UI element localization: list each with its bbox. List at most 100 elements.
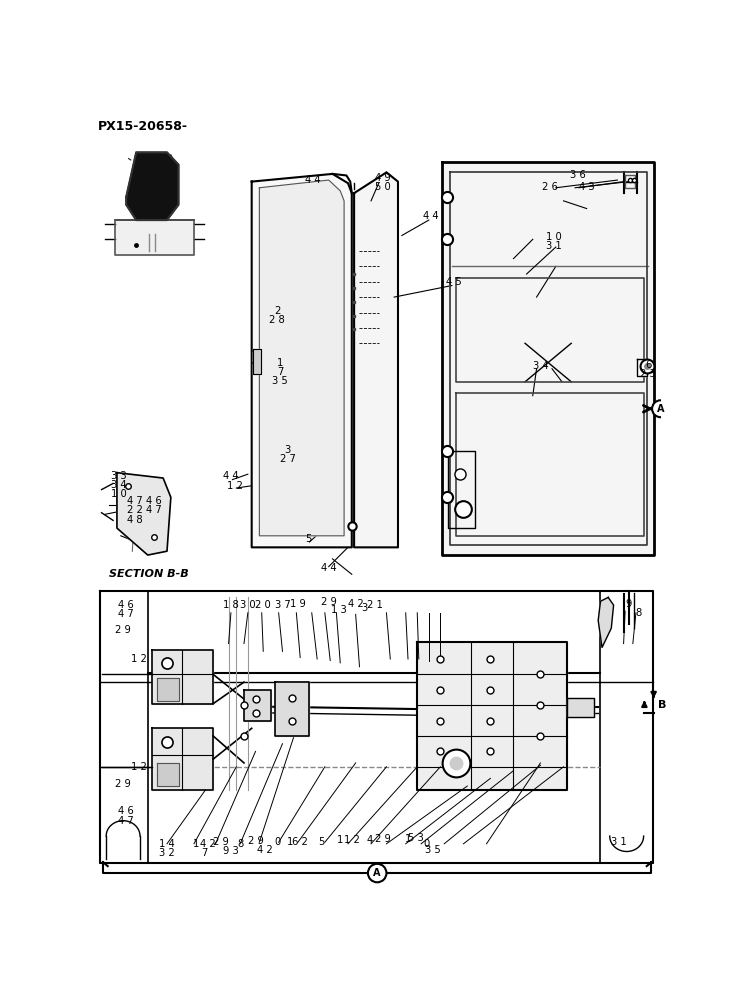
Text: 2 7: 2 7 bbox=[280, 454, 296, 464]
Text: 4 3: 4 3 bbox=[578, 182, 595, 192]
Polygon shape bbox=[252, 174, 352, 547]
Text: 1 2: 1 2 bbox=[344, 835, 360, 845]
Text: 2 9: 2 9 bbox=[115, 625, 131, 635]
Text: 9: 9 bbox=[626, 599, 632, 609]
Text: 4 6: 4 6 bbox=[146, 496, 162, 506]
Text: 4 5: 4 5 bbox=[446, 277, 462, 287]
Circle shape bbox=[652, 400, 669, 417]
Polygon shape bbox=[442, 162, 654, 555]
Polygon shape bbox=[598, 597, 614, 647]
Polygon shape bbox=[259, 180, 344, 536]
Polygon shape bbox=[417, 642, 567, 790]
Circle shape bbox=[368, 864, 386, 882]
Text: 6: 6 bbox=[645, 360, 651, 370]
Text: 5 3: 5 3 bbox=[408, 833, 424, 843]
Text: 6 2: 6 2 bbox=[292, 837, 308, 847]
Polygon shape bbox=[354, 172, 398, 547]
Text: 2: 2 bbox=[274, 306, 280, 316]
Text: 2 6: 2 6 bbox=[542, 182, 558, 192]
Text: 2 1: 2 1 bbox=[367, 600, 383, 610]
Text: 2 9: 2 9 bbox=[213, 837, 229, 847]
Text: 1: 1 bbox=[405, 834, 411, 844]
Text: 3 4: 3 4 bbox=[110, 480, 127, 490]
Text: SECTION B-B: SECTION B-B bbox=[109, 569, 189, 579]
Text: 1 2: 1 2 bbox=[227, 481, 243, 491]
Text: 3 4: 3 4 bbox=[533, 361, 548, 371]
Text: 4: 4 bbox=[367, 835, 372, 845]
Text: 1 8: 1 8 bbox=[223, 600, 238, 610]
Text: 7: 7 bbox=[201, 848, 207, 858]
Text: 4 4: 4 4 bbox=[223, 471, 238, 481]
Text: 3: 3 bbox=[362, 603, 368, 613]
Text: 4 4: 4 4 bbox=[305, 175, 321, 185]
Text: PX15-20658-: PX15-20658- bbox=[98, 120, 188, 133]
Text: 7: 7 bbox=[277, 367, 283, 377]
Text: 4 2: 4 2 bbox=[200, 839, 216, 849]
Text: 4 7: 4 7 bbox=[127, 496, 143, 506]
Polygon shape bbox=[126, 152, 179, 220]
Text: 2 0: 2 0 bbox=[255, 600, 271, 610]
Polygon shape bbox=[637, 359, 647, 376]
Text: 1: 1 bbox=[287, 837, 294, 847]
Polygon shape bbox=[152, 650, 213, 704]
Text: 3 0: 3 0 bbox=[240, 600, 255, 610]
Text: 3 1: 3 1 bbox=[546, 241, 562, 251]
Text: 1 0: 1 0 bbox=[546, 232, 562, 242]
Text: 1 9: 1 9 bbox=[290, 599, 306, 609]
Polygon shape bbox=[567, 698, 595, 717]
Text: 2 9: 2 9 bbox=[247, 836, 263, 846]
Polygon shape bbox=[253, 349, 261, 374]
Text: 4 4: 4 4 bbox=[321, 563, 336, 573]
Text: 3 5: 3 5 bbox=[272, 376, 288, 386]
Text: 1 3: 1 3 bbox=[330, 605, 347, 615]
Text: A: A bbox=[657, 404, 665, 414]
Text: 1: 1 bbox=[277, 358, 283, 368]
Text: 3 7: 3 7 bbox=[275, 600, 291, 610]
Text: 2 9: 2 9 bbox=[115, 779, 131, 789]
Polygon shape bbox=[244, 690, 271, 721]
Text: 2 3: 2 3 bbox=[640, 369, 656, 379]
Polygon shape bbox=[157, 763, 179, 786]
Text: 4 2: 4 2 bbox=[348, 599, 364, 609]
Polygon shape bbox=[152, 728, 213, 790]
Text: 1 2: 1 2 bbox=[130, 654, 146, 664]
Text: 4 8: 4 8 bbox=[127, 515, 143, 525]
Text: 1: 1 bbox=[337, 835, 344, 845]
Text: 1 0: 1 0 bbox=[110, 489, 127, 499]
Text: 4 7: 4 7 bbox=[146, 505, 162, 515]
Text: 4 7: 4 7 bbox=[118, 609, 134, 619]
Text: 4 9: 4 9 bbox=[375, 173, 392, 183]
Text: 5 0: 5 0 bbox=[375, 182, 392, 192]
Text: 1: 1 bbox=[193, 839, 199, 849]
Text: 4 6: 4 6 bbox=[118, 600, 134, 610]
Text: 0: 0 bbox=[423, 839, 430, 849]
Text: 0: 0 bbox=[274, 837, 280, 847]
Text: 2 9: 2 9 bbox=[321, 597, 336, 607]
Polygon shape bbox=[116, 220, 194, 255]
Text: 3: 3 bbox=[285, 445, 291, 455]
Text: 5: 5 bbox=[305, 534, 311, 544]
Text: 1 4: 1 4 bbox=[159, 839, 175, 849]
Text: 2 8: 2 8 bbox=[269, 315, 285, 325]
Text: 8: 8 bbox=[636, 608, 642, 618]
Text: A: A bbox=[373, 868, 381, 878]
Text: 1 2: 1 2 bbox=[130, 762, 146, 772]
Text: 3 5: 3 5 bbox=[425, 845, 441, 855]
Text: 3 1: 3 1 bbox=[611, 837, 627, 847]
Text: 4 7: 4 7 bbox=[118, 816, 134, 826]
Text: 3 2: 3 2 bbox=[159, 848, 175, 858]
Text: 8: 8 bbox=[237, 839, 244, 849]
Polygon shape bbox=[117, 473, 171, 555]
Polygon shape bbox=[157, 678, 179, 701]
Text: B: B bbox=[658, 700, 667, 710]
Text: 2 2: 2 2 bbox=[127, 505, 143, 515]
Text: 3 6: 3 6 bbox=[570, 170, 585, 180]
Text: 2 9: 2 9 bbox=[375, 834, 391, 844]
Text: 4 4: 4 4 bbox=[423, 211, 439, 221]
Text: 9 3: 9 3 bbox=[223, 846, 238, 856]
Text: 4 6: 4 6 bbox=[118, 806, 134, 816]
Polygon shape bbox=[275, 682, 309, 736]
Text: 4 2: 4 2 bbox=[257, 845, 272, 855]
Text: 5: 5 bbox=[318, 837, 324, 847]
Text: 3 3: 3 3 bbox=[110, 471, 127, 481]
